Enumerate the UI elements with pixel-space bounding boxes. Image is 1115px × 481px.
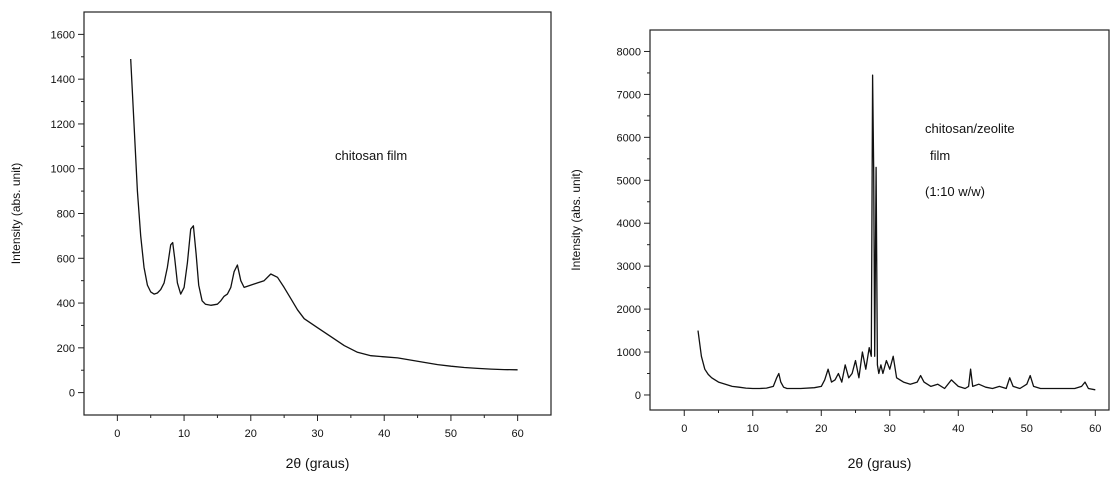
chart-annotation: chitosan film — [335, 148, 407, 163]
y-tick-label: 7000 — [617, 89, 641, 101]
x-tick-label: 60 — [512, 428, 524, 440]
y-axis-label: Intensity (abs. unit) — [9, 163, 23, 264]
series-line — [697, 74, 1096, 391]
x-tick-label: 50 — [1021, 423, 1033, 435]
y-tick-label: 800 — [57, 209, 75, 221]
x-tick-label: 40 — [378, 428, 390, 440]
y-tick-label: 0 — [635, 390, 641, 402]
x-tick-label: 10 — [178, 428, 190, 440]
y-tick-label: 0 — [69, 388, 75, 400]
xrd-chart-chitosan-zeolite: 0 10 20 30 40 50 60 0 1000 2000 3000 4000 5000 6000 70… — [569, 29, 1110, 471]
y-tick-label: 1000 — [51, 164, 75, 176]
plot-frame — [649, 29, 1110, 411]
y-tick-label: 200 — [57, 343, 75, 355]
plot-frame — [83, 11, 552, 416]
y-tick-label: 1000 — [617, 347, 641, 359]
y-tick-label: 1200 — [51, 119, 75, 131]
x-axis-label: 2θ (graus) — [286, 455, 350, 471]
y-tick-label: 1400 — [51, 74, 75, 86]
y-tick-label: 3000 — [617, 261, 641, 273]
y-tick-label: 600 — [57, 253, 75, 265]
x-tick-label: 0 — [681, 423, 687, 435]
x-tick-label: 40 — [952, 423, 964, 435]
chart-annotation: film — [930, 148, 950, 163]
y-tick-label: 400 — [57, 298, 75, 310]
y-tick-label: 1600 — [51, 29, 75, 41]
x-tick-label: 20 — [245, 428, 257, 440]
y-tick-label: 2000 — [617, 304, 641, 316]
x-tick-label: 30 — [311, 428, 323, 440]
chart-annotation: (1:10 w/w) — [925, 184, 985, 199]
x-tick-label: 0 — [114, 428, 120, 440]
x-tick-label: 30 — [884, 423, 896, 435]
y-tick-label: 8000 — [617, 46, 641, 58]
x-tick-label: 60 — [1089, 423, 1101, 435]
xrd-chart-chitosan: 0 10 20 30 40 50 60020040060080010001200140016… — [9, 11, 552, 471]
y-tick-label: 5000 — [617, 175, 641, 187]
y-axis-label: Intensity (abs. unit) — [569, 169, 583, 270]
y-tick-label: 6000 — [617, 132, 641, 144]
x-tick-label: 10 — [747, 423, 759, 435]
x-tick-label: 20 — [815, 423, 827, 435]
x-axis-label: 2θ (graus) — [848, 455, 912, 471]
x-tick-label: 50 — [445, 428, 457, 440]
y-tick-label: 4000 — [617, 218, 641, 230]
chart-annotation: chitosan/zeolite — [925, 121, 1015, 136]
series-line — [130, 58, 518, 371]
